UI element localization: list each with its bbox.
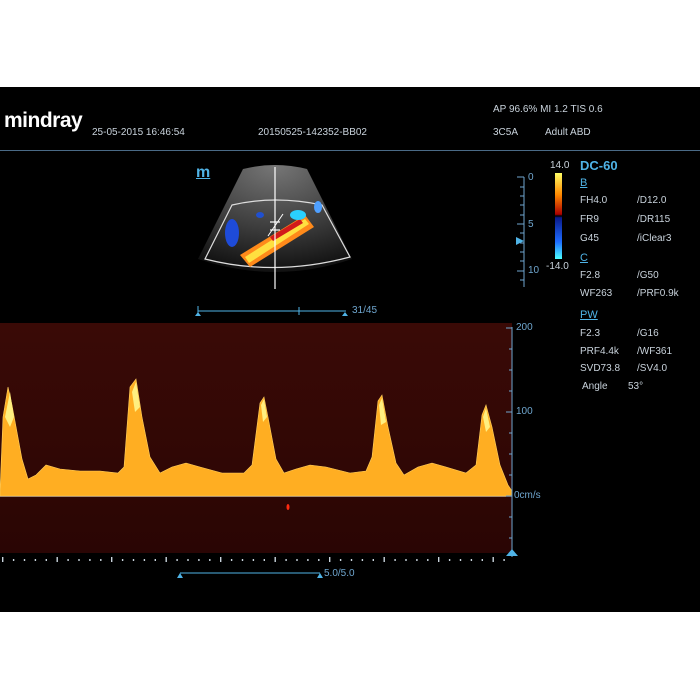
depth-label-5: 5 <box>528 219 534 230</box>
time-tick <box>492 557 494 562</box>
header-divider <box>0 150 700 151</box>
time-tick <box>121 559 124 561</box>
pw-angle-label: Angle <box>582 381 608 392</box>
acoustic-output: AP 96.6% MI 1.2 TIS 0.6 <box>493 104 603 115</box>
c-param: /G50 <box>637 270 659 281</box>
time-axis <box>2 557 505 562</box>
pw-param: /WF361 <box>637 346 673 357</box>
brand-logo: mindray <box>4 109 83 132</box>
time-tick <box>285 559 287 561</box>
probe-orientation-marker: m <box>196 164 211 181</box>
time-tick <box>372 559 374 561</box>
time-tick <box>241 559 244 561</box>
doppler-waveform <box>0 378 513 497</box>
pw-angle-value: 53° <box>628 381 644 392</box>
study-id: 20150525-142352-BB02 <box>258 127 367 138</box>
time-tick <box>67 559 69 561</box>
b-param: FH4.0 <box>580 195 608 206</box>
b-mode-title: B <box>580 177 588 189</box>
time-tick <box>165 557 167 562</box>
time-tick <box>89 559 91 561</box>
time-tick <box>2 557 4 562</box>
focus-marker-icon <box>516 237 524 245</box>
depth-scale <box>517 176 525 287</box>
b-param: /DR115 <box>637 214 671 225</box>
time-tick <box>394 559 396 561</box>
exam-type: Adult ABD <box>545 127 591 138</box>
time-tick <box>481 559 483 561</box>
colorbar-max: 14.0 <box>550 160 570 171</box>
b-param: FR9 <box>580 214 599 225</box>
pw-param: F2.3 <box>580 328 601 339</box>
c-mode-title: C <box>580 252 588 264</box>
time-tick <box>339 559 342 561</box>
pw-mode-title: PW <box>580 309 598 321</box>
ultrasound-graphics <box>0 165 562 578</box>
depth-label-0: 0 <box>528 172 534 183</box>
time-tick <box>34 559 37 561</box>
depth-label-10: 10 <box>528 265 540 276</box>
time-tick <box>416 559 418 561</box>
time-tick <box>383 557 385 562</box>
time-tick <box>111 557 113 562</box>
b-param: G45 <box>580 233 599 244</box>
pw-param: /SV4.0 <box>637 363 668 374</box>
pw-param: PRF4.4k <box>580 346 619 357</box>
c-param: /PRF0.9k <box>637 288 679 299</box>
time-tick <box>252 559 255 561</box>
velocity-colorbar <box>555 173 562 259</box>
time-tick <box>503 559 505 561</box>
time-tick <box>198 559 200 561</box>
time-tick <box>56 557 58 562</box>
time-tick <box>100 559 102 561</box>
ultrasound-screen: mindray 25-05-2015 16:46:54 20150525-142… <box>0 87 700 612</box>
time-tick <box>132 559 135 561</box>
time-tick <box>427 559 429 561</box>
time-tick <box>470 559 473 561</box>
time-tick <box>448 559 451 561</box>
colorbar-min: -14.0 <box>546 261 569 272</box>
datetime: 25-05-2015 16:46:54 <box>92 127 185 138</box>
baseline-marker-icon <box>506 549 518 556</box>
c-param: WF263 <box>580 288 613 299</box>
time-tick <box>318 559 320 561</box>
time-tick <box>176 559 178 561</box>
time-tick <box>329 557 331 562</box>
pw-param: SVD73.8 <box>580 363 621 374</box>
velocity-label-200: 200 <box>516 322 533 333</box>
sweep-counter: 5.0/5.0 <box>324 568 355 579</box>
c-param: F2.8 <box>580 270 601 281</box>
color-roi-box <box>204 199 351 269</box>
velocity-label-0: 0cm/s <box>514 490 541 501</box>
frame-counter: 31/45 <box>352 305 378 316</box>
velocity-scale <box>506 327 513 557</box>
time-tick <box>230 559 233 561</box>
preset-label: DC-60 <box>580 158 618 173</box>
time-tick <box>23 559 26 561</box>
velocity-label-100: 100 <box>516 406 533 417</box>
b-param: /iClear3 <box>637 233 672 244</box>
time-tick <box>438 557 440 562</box>
time-tick <box>405 559 407 561</box>
time-tick <box>78 559 80 561</box>
time-tick <box>459 559 462 561</box>
time-tick <box>45 559 47 561</box>
time-tick <box>274 557 276 562</box>
pw-param: /G16 <box>637 328 659 339</box>
time-tick <box>307 559 309 561</box>
time-tick <box>296 559 298 561</box>
time-tick <box>154 559 156 561</box>
time-tick <box>263 559 265 561</box>
probe-name: 3C5A <box>493 127 519 138</box>
time-tick <box>12 559 15 561</box>
time-tick <box>350 559 353 561</box>
time-tick <box>361 559 364 561</box>
time-tick <box>187 559 189 561</box>
b-param: /D12.0 <box>637 195 667 206</box>
frame-slider <box>197 306 346 316</box>
time-tick <box>143 559 146 561</box>
time-tick <box>209 559 211 561</box>
time-tick <box>220 557 222 562</box>
